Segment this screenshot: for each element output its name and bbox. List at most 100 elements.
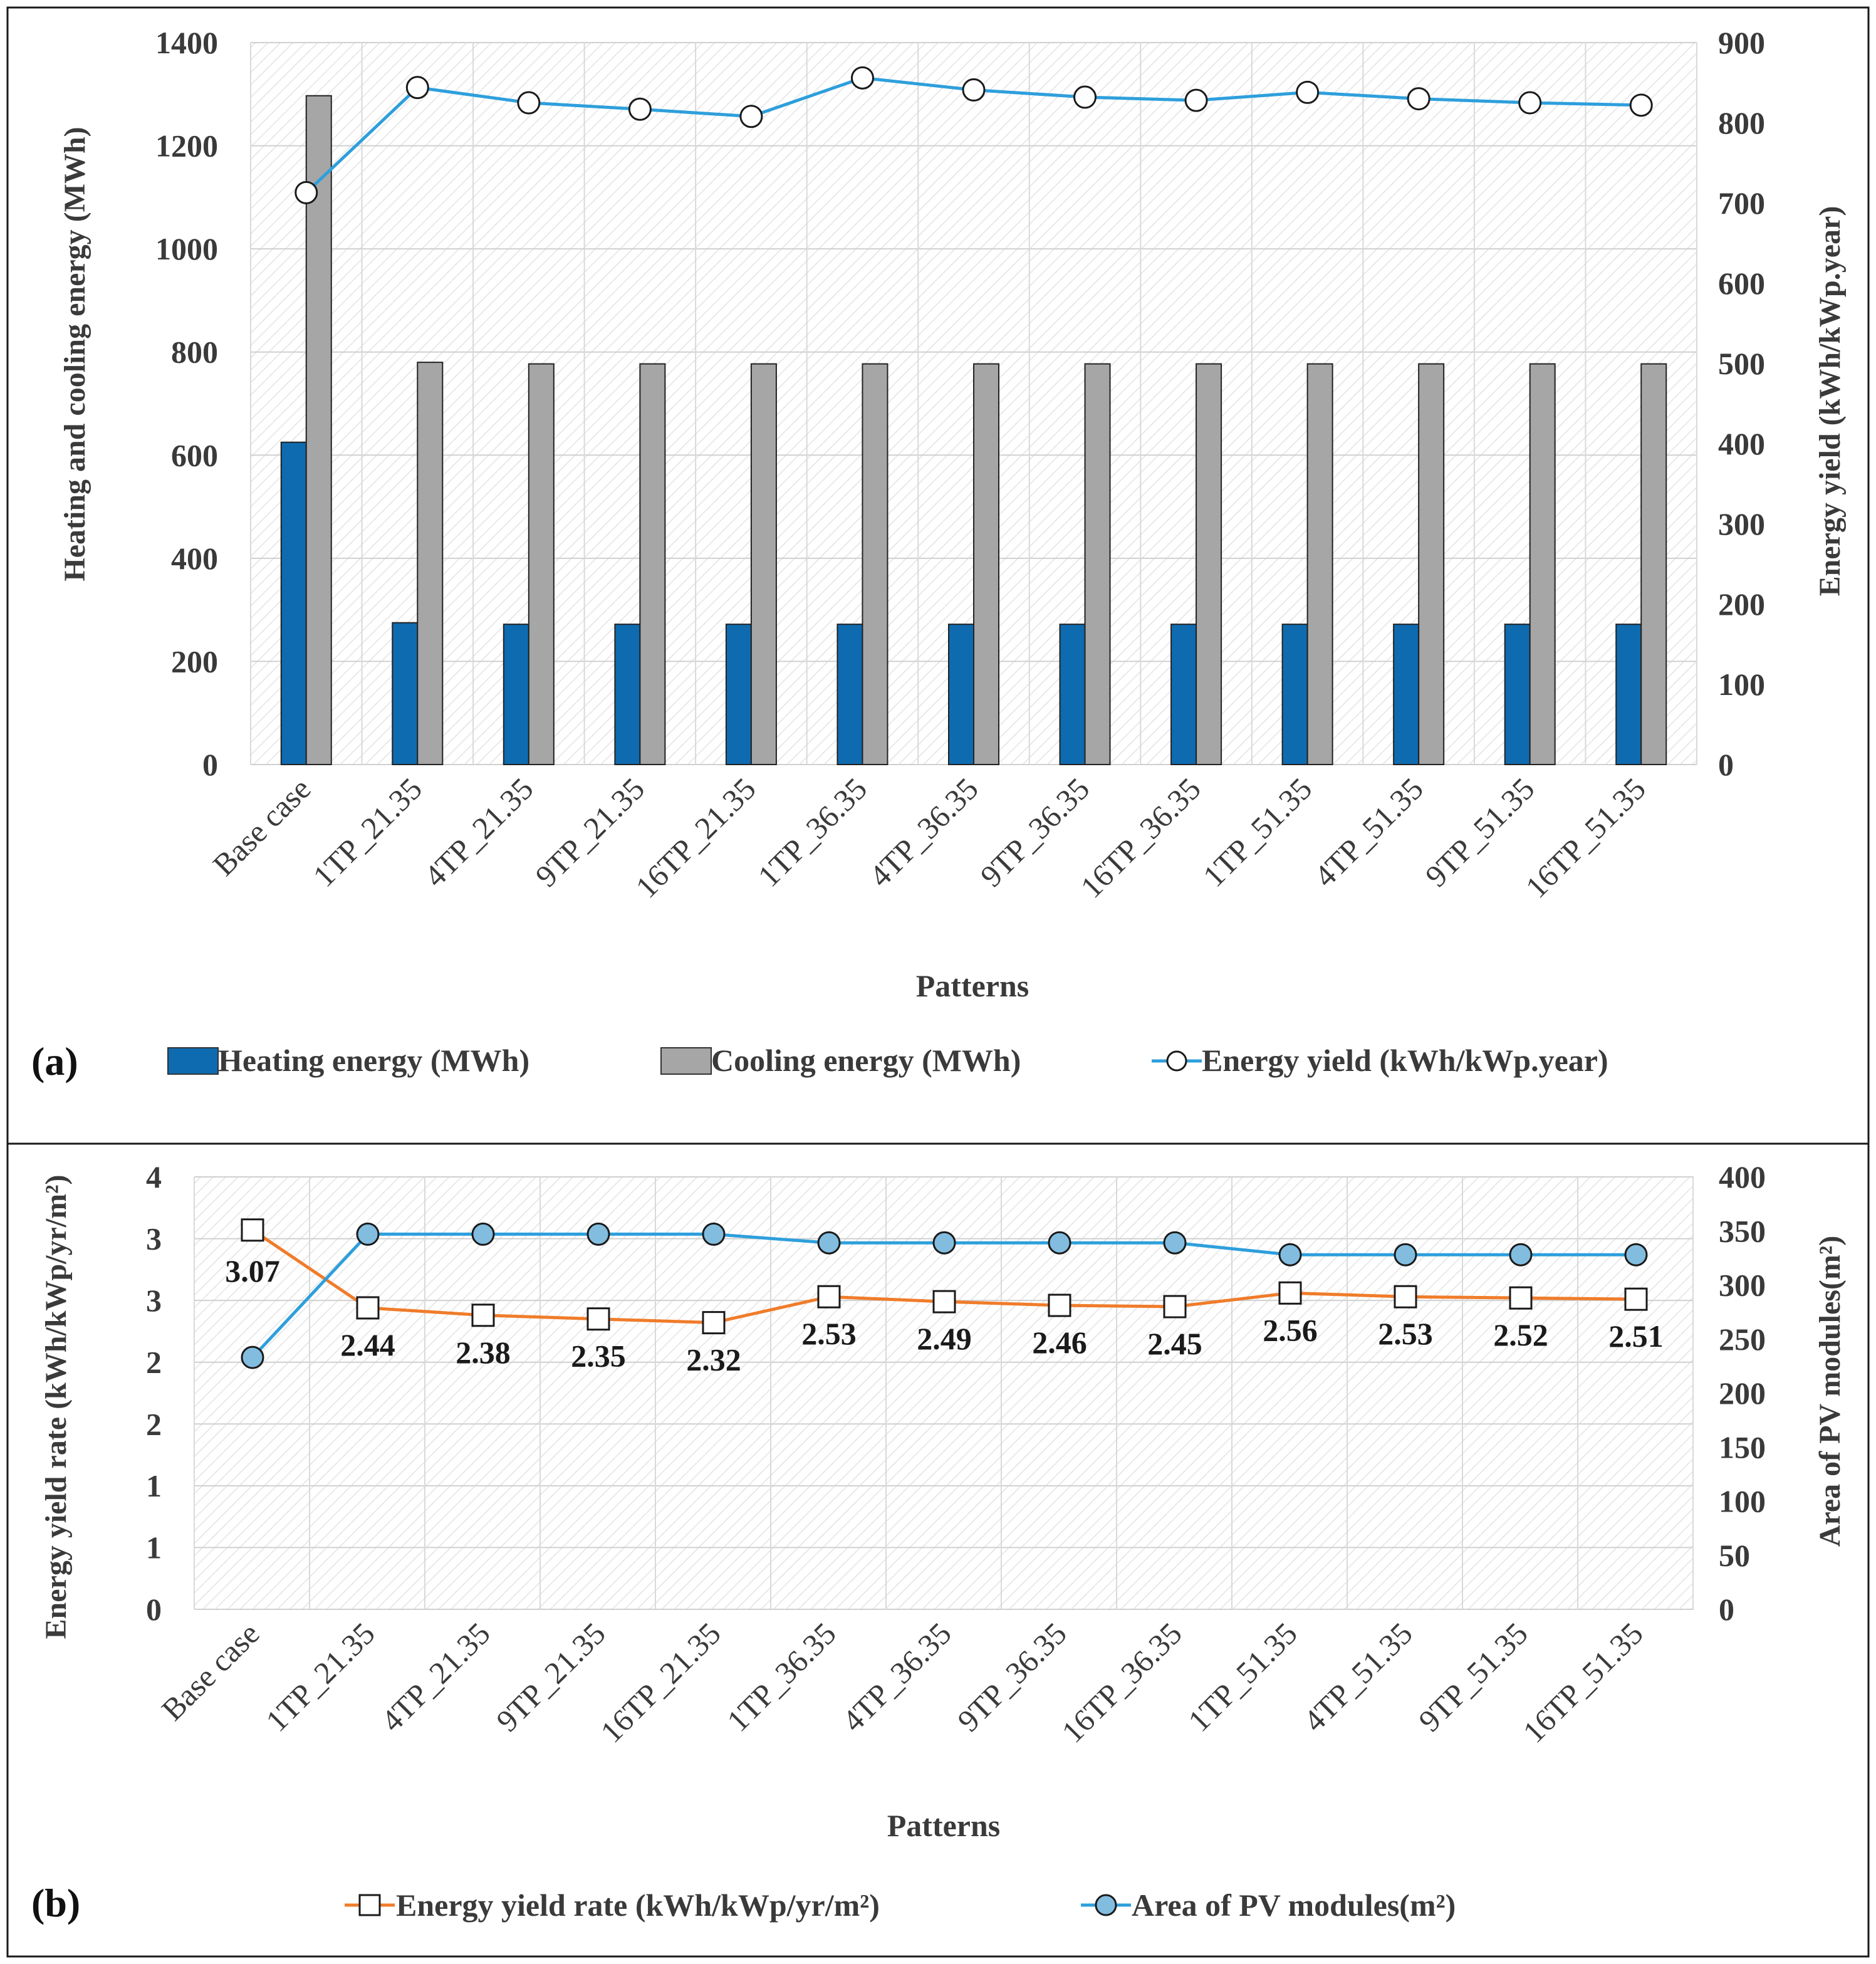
heating-bar-4tp-21-35	[503, 624, 529, 765]
panel-a-y2-tick-label: 600	[1718, 266, 1765, 301]
yield-rate-point-9tp-21-35	[586, 1307, 610, 1331]
energy-yield-point-1tp-36-35	[850, 66, 874, 90]
panel-b-y2-tick-label: 250	[1719, 1322, 1766, 1357]
pv-area-point-9tp-36-35	[1048, 1231, 1071, 1255]
heating-bar-9tp-51-35	[1504, 624, 1531, 765]
yield-rate-point-9tp-36-35	[1048, 1293, 1071, 1317]
panel-a-y2-tick-label: 800	[1718, 105, 1765, 140]
yield-rate-data-label: 2.44	[340, 1327, 395, 1362]
panel-a-y-axis-title: Heating and cooling energy (MWh)	[58, 127, 91, 581]
heating-bar-4tp-51-35	[1393, 624, 1420, 765]
panel-b-x-axis-title: Patterns	[887, 1808, 1001, 1843]
cooling-bar-16tp-36-35	[1196, 363, 1222, 765]
yield-rate-point-1tp-36-35	[817, 1285, 841, 1308]
energy-yield-point-4tp-36-35	[962, 78, 986, 102]
panel-a-y2-axis-title: Energy yield (kWh/kWp.year)	[1813, 206, 1847, 597]
panel-a-x-tick-label: Base case	[206, 771, 318, 882]
panel-b-y2-ticks: 0 50 100 150 200 250 300 350 400	[1719, 1159, 1766, 1627]
panel-a-bars	[280, 95, 1667, 766]
panel-a-chart: 0 200 400 600 800 1000 1200 1400 0 100 200 300 400 5…	[31, 25, 1847, 1084]
energy-yield-point-1tp-21-35	[405, 76, 429, 100]
pv-area-point-9tp-51-35	[1509, 1243, 1533, 1267]
yield-rate-point-base-case	[241, 1218, 264, 1242]
panel-b-x-tick-label: 9TP_21.35	[489, 1616, 612, 1738]
panel-a-y-tick-label: 0	[202, 747, 218, 782]
yield-rate-point-9tp-51-35	[1509, 1286, 1533, 1310]
panel-b-y-tick-label: 0	[146, 1592, 162, 1627]
panel-b-y-tick-label: 4	[146, 1159, 162, 1194]
panel-a-y-tick-label: 200	[171, 644, 218, 679]
panel-b-x-tick-label: 16TP_36.35	[1055, 1616, 1188, 1749]
panel-b-y-tick-label: 1	[146, 1468, 162, 1503]
panel-b-y2-tick-label: 0	[1719, 1592, 1734, 1627]
yield-rate-point-16tp-36-35	[1163, 1295, 1187, 1319]
panel-b-y2-axis-title: Area of PV modules(m²)	[1813, 1236, 1847, 1547]
cooling-bar-1tp-21-35	[417, 362, 444, 765]
panel-a-y2-tick-label: 500	[1718, 346, 1765, 381]
energy-yield-point-1tp-51-35	[1296, 80, 1320, 104]
legend-pv-area-label: Area of PV modules(m²)	[1132, 1888, 1456, 1923]
cooling-bar-4tp-51-35	[1418, 363, 1445, 765]
panel-b-y-ticks: 0 1 1 2 2 3 3 4	[146, 1159, 162, 1627]
panel-a-x-axis-title: Patterns	[916, 968, 1029, 1003]
yield-rate-data-label: 2.53	[1378, 1316, 1433, 1351]
panel-b-x-tick-label: 4TP_21.35	[374, 1616, 497, 1738]
yield-rate-data-label: 2.52	[1493, 1317, 1548, 1352]
panel-b-y-tick-label: 2	[146, 1345, 162, 1380]
panel-b-x-tick-label: 1TP_51.35	[1181, 1616, 1304, 1738]
heating-bar-16tp-36-35	[1170, 624, 1197, 765]
panel-a-y2-tick-label: 700	[1718, 185, 1765, 221]
panel-b-y2-tick-label: 200	[1719, 1376, 1766, 1411]
energy-yield-point-9tp-36-35	[1073, 85, 1097, 109]
panel-a-label: (a)	[31, 1039, 78, 1084]
legend-heating-label: Heating energy (MWh)	[218, 1043, 529, 1078]
panel-a-x-tick-label: 16TP_36.35	[1073, 771, 1207, 904]
heating-bar-1tp-36-35	[836, 624, 863, 765]
pv-area-point-16tp-21-35	[702, 1222, 726, 1246]
pv-area-point-9tp-21-35	[586, 1222, 610, 1246]
panel-b-x-tick-label: Base case	[155, 1616, 266, 1727]
panel-b-border	[6, 1142, 1870, 1958]
pv-area-point-4tp-36-35	[932, 1231, 956, 1255]
panel-a-x-tick-label: 1TP_36.35	[751, 771, 873, 894]
panel-b-y2-tick-label: 50	[1719, 1538, 1750, 1573]
panel-b-line-series	[241, 1218, 1648, 1369]
energy-yield-point-4tp-21-35	[517, 91, 541, 115]
panel-b-x-tick-label: 9TP_51.35	[1412, 1616, 1535, 1738]
yield-rate-point-4tp-51-35	[1394, 1285, 1417, 1308]
cooling-bar-1tp-51-35	[1306, 363, 1333, 765]
pv-area-point-16tp-51-35	[1624, 1243, 1648, 1267]
cooling-bar-4tp-36-35	[973, 363, 999, 765]
legend-heating-swatch	[167, 1047, 219, 1075]
yield-rate-data-label: 2.49	[917, 1321, 972, 1356]
legend-yield-rate-marker	[358, 1894, 381, 1916]
panel-b-y2-tick-label: 150	[1719, 1429, 1766, 1465]
heating-bar-9tp-21-35	[614, 624, 641, 765]
cooling-bar-4tp-21-35	[528, 363, 555, 765]
panel-b-label: (b)	[31, 1881, 80, 1925]
panel-a-y2-tick-label: 400	[1718, 426, 1765, 461]
energy-yield-point-4tp-51-35	[1407, 87, 1430, 111]
yield-rate-data-label: 2.45	[1147, 1326, 1202, 1361]
panel-b-data-labels: 3.07 2.44 2.38 2.35 2.32 2.53 2.49 2.46 2.45 2.56…	[225, 1253, 1664, 1377]
legend-yield-rate-label: Energy yield rate (kWh/kWp/yr/m²)	[396, 1888, 880, 1923]
panel-a-y-tick-label: 1000	[155, 231, 218, 266]
legend-cooling-swatch	[660, 1047, 712, 1075]
panel-a-gridlines	[250, 42, 1697, 765]
cooling-bar-16tp-21-35	[750, 363, 777, 765]
yield-rate-point-16tp-51-35	[1624, 1287, 1648, 1311]
panel-b-y2-tick-label: 400	[1719, 1159, 1766, 1194]
panel-a-x-ticks: Base case1TP_21.354TP_21.359TP_21.3516TP…	[206, 771, 1652, 904]
yield-rate-data-label: 2.32	[686, 1342, 741, 1377]
panel-a-y-ticks: 0 200 400 600 800 1000 1200 1400	[155, 25, 218, 782]
yield-rate-data-label: 3.07	[225, 1253, 280, 1288]
legend-energy-yield-label: Energy yield (kWh/kWp.year)	[1202, 1043, 1608, 1078]
cooling-bar-9tp-51-35	[1529, 363, 1556, 765]
panel-a-x-tick-label: 4TP_36.35	[862, 771, 985, 894]
energy-yield-point-base-case	[294, 180, 318, 204]
panel-a-x-tick-label: 16TP_21.35	[628, 771, 762, 904]
panel-b-x-tick-label: 16TP_21.35	[593, 1616, 727, 1749]
panel-a-y2-tick-label: 900	[1718, 25, 1765, 60]
energy-yield-point-16tp-51-35	[1629, 93, 1653, 117]
